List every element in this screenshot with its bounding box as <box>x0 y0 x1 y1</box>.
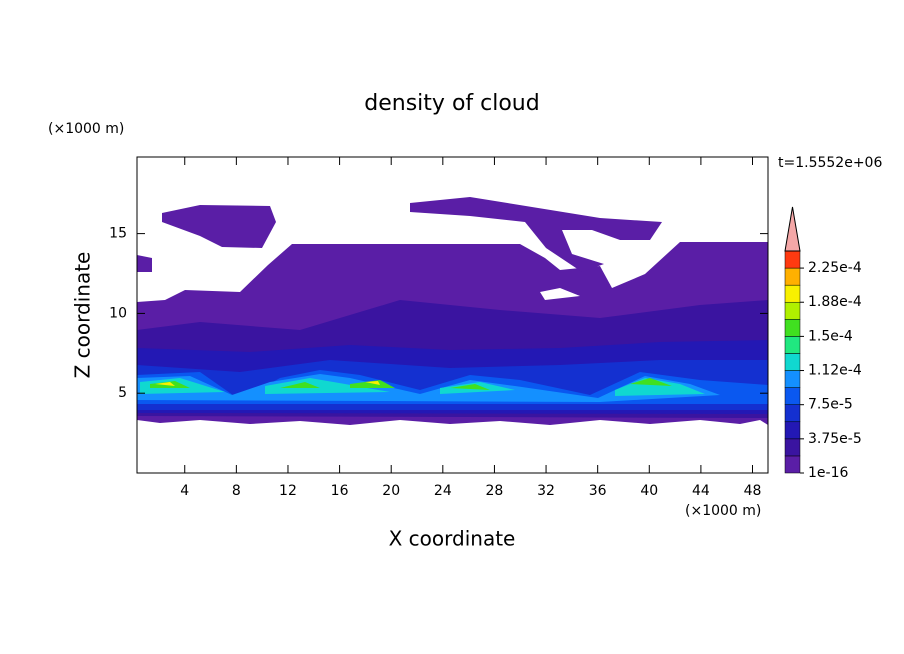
colorbar-band <box>784 301 801 320</box>
x-tick-label: 16 <box>331 483 349 499</box>
x-tick-label: 32 <box>537 483 555 499</box>
y-tick-label: 15 <box>109 226 127 242</box>
x-tick-label: 4 <box>180 483 189 499</box>
x-unit: (×1000 m) <box>685 503 761 519</box>
colorbar-band <box>784 336 801 354</box>
contour-hole <box>540 288 580 300</box>
x-tick-label: 36 <box>589 483 607 499</box>
colorbar-band <box>784 387 801 405</box>
colorbar-band <box>784 455 801 474</box>
y-axis-label: Z coordinate <box>71 252 95 379</box>
colorbar-band <box>784 267 801 286</box>
colorbar-tick-label: 2.25e-4 <box>808 260 862 276</box>
contour-region <box>162 205 276 248</box>
colorbar-tick-label: 1.12e-4 <box>808 363 862 379</box>
colorbar-band <box>784 284 801 303</box>
time-label: t=1.5552e+06 <box>778 155 882 171</box>
y-tick-label: 10 <box>109 305 127 321</box>
x-tick-label: 24 <box>434 483 452 499</box>
colorbar-band <box>784 319 801 337</box>
colorbar-band <box>784 404 801 423</box>
colorbar-band <box>784 438 801 457</box>
x-tick-label: 28 <box>486 483 504 499</box>
colorbar-band <box>784 421 801 440</box>
colorbar-band <box>784 370 801 388</box>
x-tick-label: 20 <box>382 483 400 499</box>
colorbar-tick-label: 3.75e-5 <box>808 431 862 447</box>
x-tick-label: 8 <box>232 483 241 499</box>
colorbar-tick-label: 1e-16 <box>808 465 848 481</box>
y-tick-label: 5 <box>118 385 127 401</box>
contour-region <box>410 197 662 272</box>
colorbar-band <box>784 250 801 269</box>
x-axis-label: X coordinate <box>389 527 516 551</box>
colorbar-band <box>784 353 801 371</box>
x-tick-label: 40 <box>640 483 658 499</box>
x-tick-label: 48 <box>744 483 762 499</box>
colorbar-tick-label: 1.5e-4 <box>808 328 853 344</box>
colorbar-tick-label: 7.5e-5 <box>808 397 853 413</box>
colorbar-tick-label: 1.88e-4 <box>808 294 862 310</box>
y-unit: (×1000 m) <box>48 121 124 137</box>
chart-title: density of cloud <box>364 91 539 116</box>
colorbar-extend <box>784 206 801 252</box>
plot-frame <box>136 156 769 474</box>
contour-field <box>137 197 768 425</box>
x-tick-label: 44 <box>692 483 710 499</box>
contour-region <box>137 374 720 402</box>
contour-region <box>140 378 705 396</box>
x-tick-label: 12 <box>279 483 297 499</box>
